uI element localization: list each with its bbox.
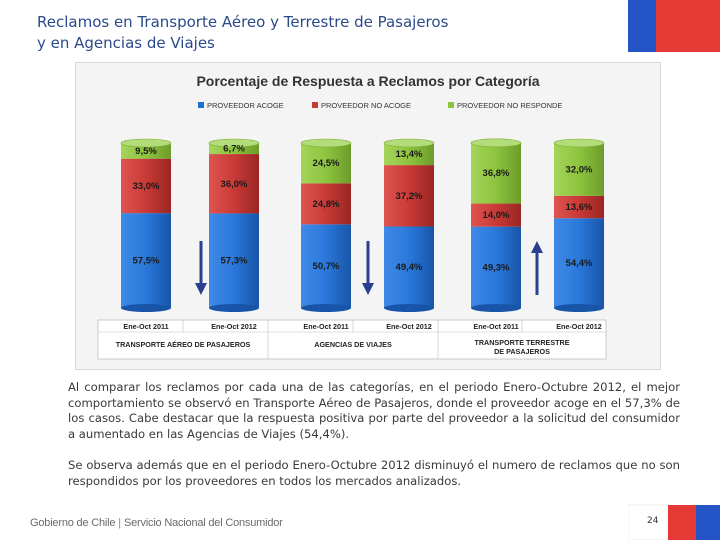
legend-label-2: PROVEEDOR NO RESPONDE (457, 101, 562, 110)
bar-segment-2-2 (301, 143, 351, 184)
data-label-5-1: 13,6% (566, 202, 593, 213)
axis-category-label-5: Ene-Oct 2012 (556, 322, 602, 331)
chart-legend: PROVEEDOR ACOGE PROVEEDOR NO ACOGE PROVEED… (198, 101, 562, 110)
slide-title-line1: Reclamos en Transporte Aéreo y Terrestre… (37, 13, 449, 31)
axis-group-label-2-line1: DE PASAJEROS (494, 347, 550, 356)
bar-segment-5-2 (554, 143, 604, 196)
bar-top-cap-1 (208, 138, 260, 148)
bar-segment-0-1 (121, 158, 171, 214)
bar-segment-1-0 (209, 213, 259, 308)
footer-branding: Gobierno de Chile | Servicio Nacional del … (30, 517, 283, 529)
slide-title: Reclamos en Transporte Aéreo y Terrestre… (37, 12, 448, 54)
legend-swatch-2 (448, 102, 454, 108)
data-label-2-1: 24,8% (313, 199, 340, 210)
arrow-down-icon-0 (195, 283, 207, 295)
arrow-up-icon-2 (531, 241, 543, 253)
bar-top-cap-5 (553, 138, 605, 148)
axis-category-label-2: Ene-Oct 2011 (303, 322, 348, 331)
legend-label-0: PROVEEDOR ACOGE (207, 101, 284, 110)
chart-title: Porcentaje de Respuesta a Reclamos por C… (196, 73, 539, 89)
body-paragraph-1: Al comparar los reclamos por cada una de… (68, 380, 680, 441)
data-label-1-2: 6,7% (223, 144, 245, 155)
bar-segment-5-1 (554, 195, 604, 219)
bar-segment-3-2 (384, 143, 434, 166)
flag-bottom-blue-band (696, 505, 720, 540)
bar-base-cap-1 (209, 304, 259, 312)
slide-title-line2: y en Agencias de Viajes (37, 34, 215, 52)
axis-category-label-4: Ene-Oct 2011 (473, 322, 518, 331)
data-label-1-1: 36,0% (221, 179, 248, 190)
axis-group-label-0: TRANSPORTE AÉREO DE PASAJEROS (116, 340, 251, 349)
data-label-0-1: 33,0% (133, 181, 160, 192)
flag-top-red-band (656, 0, 720, 52)
axis-group-label-1: AGENCIAS DE VIAJES (314, 340, 392, 349)
data-label-0-0: 57,5% (133, 256, 160, 267)
bar-segment-0-2 (121, 143, 171, 159)
data-label-5-0: 54,4% (566, 258, 593, 269)
stacked-bar-chart: Porcentaje de Respuesta a Reclamos por C… (97, 73, 607, 360)
data-label-2-2: 24,5% (313, 158, 340, 169)
legend-label-1: PROVEEDOR NO ACOGE (321, 101, 411, 110)
bar-base-cap-3 (384, 304, 434, 312)
chile-flag-top-decoration (628, 0, 720, 52)
bar-segment-3-1 (384, 165, 434, 227)
bar-segment-4-1 (471, 203, 521, 227)
bar-segment-2-1 (301, 183, 351, 225)
data-label-4-2: 36,8% (483, 168, 510, 179)
data-label-2-0: 50,7% (313, 261, 340, 272)
category-axis-table: Ene-Oct 2011 Ene-Oct 2012 Ene-Oct 2011 Ene-… (97, 319, 607, 360)
data-label-4-0: 49,3% (483, 262, 510, 273)
data-label-5-2: 32,0% (566, 164, 593, 175)
bar-top-cap-3 (383, 138, 435, 148)
bar-top-cap-0 (120, 138, 172, 148)
legend-swatch-1 (312, 102, 318, 108)
flag-bottom-white-band (628, 504, 669, 540)
trend-arrows (195, 241, 543, 295)
bar-base-cap-4 (471, 304, 521, 312)
data-label-1-0: 57,3% (221, 256, 248, 267)
bar-base-cap-2 (301, 304, 351, 312)
flag-bottom-red-band (668, 505, 696, 540)
body-paragraph-2: Se observa además que en el periodo Ener… (68, 458, 680, 488)
chart-frame: Porcentaje de Respuesta a Reclamos por C… (75, 62, 661, 370)
bar-top-cap-2 (300, 138, 352, 148)
bar-segment-4-0 (471, 226, 521, 308)
chart-bars: 57,5% 33,0% 9,5% 57,3% 36,0% 6,7% 50,7% 24,8% 24… (120, 138, 605, 312)
data-label-3-2: 13,4% (396, 149, 423, 160)
footer-gobierno: Gobierno de Chile (30, 517, 116, 529)
page-number: 24 (647, 516, 659, 526)
bar-base-cap-5 (554, 304, 604, 312)
flag-top-blue-band (628, 0, 656, 52)
data-label-4-1: 14,0% (483, 210, 510, 221)
bar-top-cap-4 (470, 138, 522, 148)
data-label-0-2: 9,5% (135, 146, 157, 157)
chile-flag-bottom-decoration (628, 504, 720, 540)
slide-body: Al comparar los reclamos por cada una de… (68, 380, 680, 505)
bar-segment-1-1 (209, 154, 259, 214)
bar-segment-2-0 (301, 224, 351, 308)
bar-segment-0-0 (121, 213, 171, 308)
legend-swatch-0 (198, 102, 204, 108)
data-label-3-1: 37,2% (396, 191, 423, 202)
bar-segment-3-0 (384, 226, 434, 308)
axis-table-box (97, 319, 607, 360)
axis-category-label-3: Ene-Oct 2012 (386, 322, 432, 331)
footer-sernac: Servicio Nacional del Consumidor (123, 517, 283, 529)
axis-category-label-0: Ene-Oct 2011 (123, 322, 168, 331)
axis-category-label-1: Ene-Oct 2012 (211, 322, 257, 331)
bar-segment-1-2 (209, 143, 259, 155)
bar-segment-5-0 (554, 218, 604, 308)
axis-group-label-2-line0: TRANSPORTE TERRESTRE (474, 338, 569, 347)
bar-segment-4-2 (471, 142, 521, 204)
arrow-down-icon-1 (362, 283, 374, 295)
footer-separator: | (118, 517, 121, 529)
bar-base-cap-0 (121, 304, 171, 312)
data-label-3-0: 49,4% (396, 262, 423, 273)
